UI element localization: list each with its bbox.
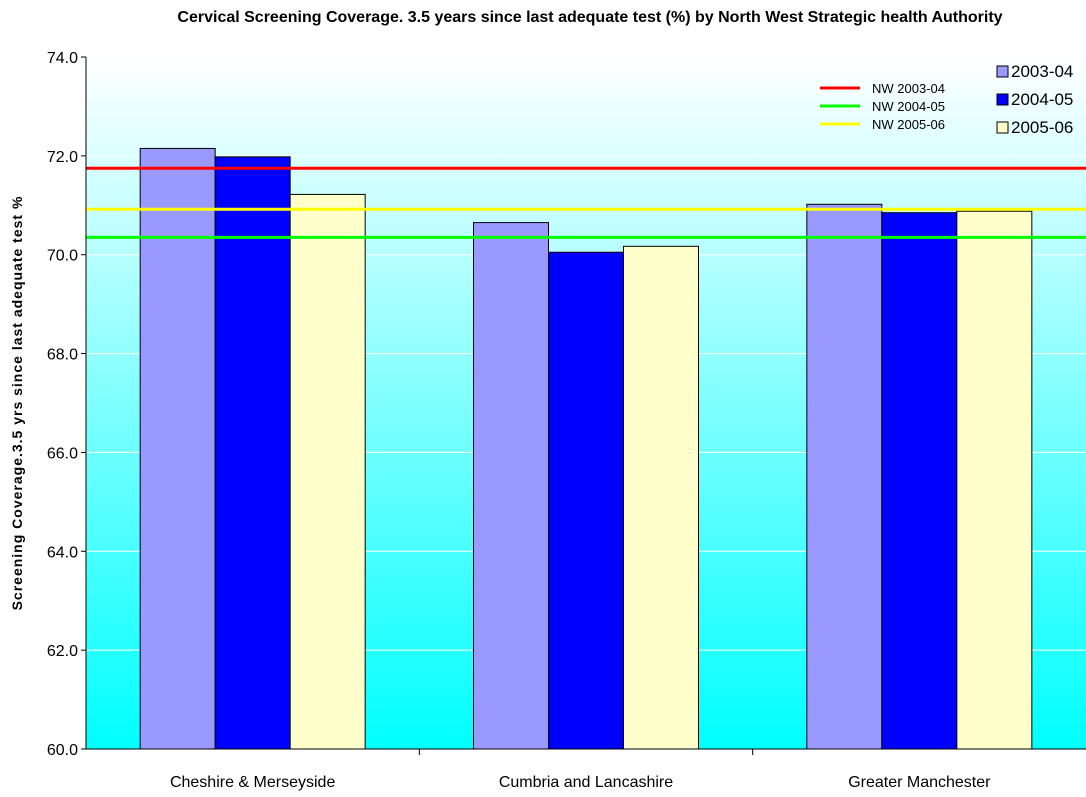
legend-line-label: NW 2004-05 [872, 99, 945, 114]
bar [806, 203, 883, 750]
x-tick-label: Cheshire & Merseyside [170, 774, 336, 791]
y-tick-label: 64.0 [47, 544, 78, 561]
bar [214, 156, 291, 750]
legend-swatch [996, 65, 1009, 78]
y-tick-label: 66.0 [47, 445, 78, 462]
y-tick-label: 72.0 [47, 149, 78, 166]
y-axis-label: Screening Coverage.3.5 yrs since last ad… [9, 196, 25, 611]
legend-label: 2004-05 [1011, 90, 1073, 109]
legend-swatch [996, 121, 1009, 134]
legend-label: 2005-06 [1011, 118, 1073, 137]
y-tick-label: 74.0 [47, 50, 78, 67]
bar [473, 222, 549, 750]
legend-line-label: NW 2005-06 [872, 117, 945, 132]
legend-swatch [996, 93, 1009, 106]
bar [623, 245, 699, 750]
x-tick-label: Cumbria and Lancashire [499, 774, 673, 791]
chart-title: Cervical Screening Coverage. 3.5 years s… [177, 9, 1003, 26]
x-tick-label: Greater Manchester [848, 774, 991, 791]
y-tick-label: 68.0 [47, 347, 78, 364]
bar [881, 212, 958, 750]
bar [139, 147, 216, 750]
legend-line-label: NW 2003-04 [872, 81, 945, 96]
bar [956, 210, 1033, 750]
y-tick-label: 62.0 [47, 643, 78, 660]
bar [548, 251, 624, 750]
y-tick-label: 60.0 [47, 742, 78, 759]
bar [289, 193, 366, 750]
legend-label: 2003-04 [1011, 62, 1073, 81]
y-tick-label: 70.0 [47, 248, 78, 265]
